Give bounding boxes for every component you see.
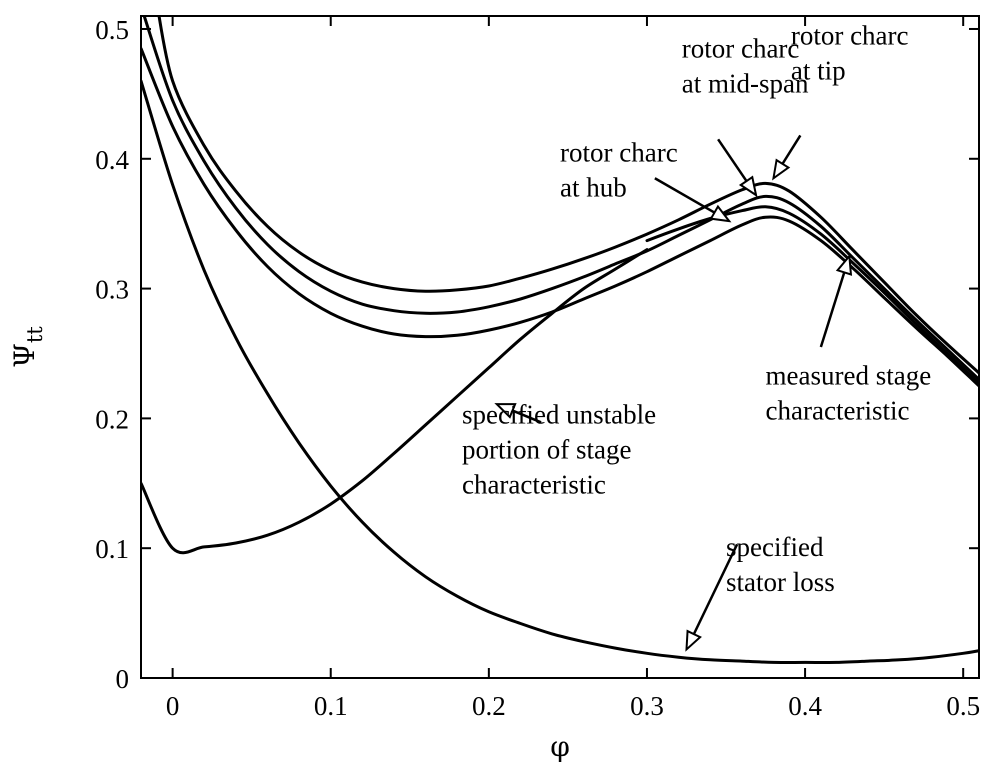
annotation-line: at hub [560, 172, 627, 202]
annotation-line: rotor charc [560, 137, 678, 167]
y-tick-label: 0.5 [95, 15, 129, 45]
annotation-rotor-charc-tip: rotor charc at tip [791, 21, 909, 86]
annotation-specified-stator-loss: specified stator loss [726, 532, 835, 597]
y-axis-title: Ψtt [8, 326, 47, 368]
series-line-specified-unstable-portion [141, 248, 649, 555]
x-tick-label: 0.1 [314, 691, 348, 721]
annotation-arrow-specified-stator-loss [692, 543, 739, 635]
y-tick-label: 0 [116, 664, 130, 694]
annotation-line: characteristic [766, 396, 910, 426]
annotation-arrow-head-specified-unstable [494, 403, 517, 419]
annotation-arrow-head-rotor-charc-tip [772, 158, 791, 181]
annotation-arrow-head-specified-stator-loss [685, 629, 702, 652]
axis-ticks [141, 16, 979, 679]
annotation-line: at mid-span [682, 69, 809, 99]
annotation-line: rotor charc [682, 34, 800, 64]
annotation-arrow-specified-unstable [512, 409, 542, 424]
x-axis-title: φ [550, 730, 570, 763]
series-line-rotor-mid-span [142, 16, 979, 381]
y-axis-title-subscript: tt [23, 326, 47, 343]
y-tick-label: 0.2 [95, 404, 129, 434]
series-line-specified-stator-loss [141, 79, 979, 664]
annotation-measured-stage: measured stage characteristic [766, 361, 932, 426]
x-tick-label: 0.2 [472, 691, 506, 721]
series-line-rotor-tip [157, 16, 979, 375]
annotation-arrow-rotor-charc-hub [654, 177, 716, 214]
y-tick-label: 0.4 [95, 145, 129, 175]
series-line-measured-stage-characteristic [645, 205, 979, 385]
annotation-line: rotor charc [791, 21, 909, 51]
annotation-rotor-charc-mid-span: rotor charc at mid-span [682, 34, 809, 99]
annotation-line: stator loss [726, 567, 835, 597]
annotation-arrow-head-measured-stage [835, 253, 853, 276]
annotation-line: specified unstable [462, 400, 656, 430]
annotation-line: specified [726, 532, 824, 562]
y-tick-label: 0.1 [95, 534, 129, 564]
y-axis-title-symbol: Ψ [8, 343, 41, 368]
annotation-arrow-measured-stage [819, 271, 846, 348]
data-series [141, 16, 979, 664]
annotation-arrows [494, 134, 853, 652]
annotation-line: characteristic [462, 470, 606, 500]
x-tick-label: 0.5 [946, 691, 980, 721]
x-tick-label: 0 [166, 691, 180, 721]
annotation-arrow-head-rotor-charc-mid-span [738, 175, 758, 198]
plot-frame [140, 15, 980, 679]
x-tick-label: 0.4 [788, 691, 822, 721]
annotation-arrow-head-rotor-charc-hub [709, 204, 732, 223]
annotation-line: measured stage [766, 361, 932, 391]
axis-tick-labels: 0 0.1 0.2 0.3 0.4 0.5 0 0.1 0.2 0.3 0.4 0.5 [95, 15, 980, 721]
annotation-rotor-charc-hub: rotor charc at hub [560, 137, 678, 202]
annotation-specified-unstable: specified unstable portion of stage charac… [462, 400, 656, 500]
annotation-line: portion of stage [462, 435, 631, 465]
annotation-line: at tip [791, 56, 846, 86]
x-tick-label: 0.3 [630, 691, 664, 721]
annotation-arrow-rotor-charc-tip [781, 134, 802, 165]
y-tick-label: 0.3 [95, 275, 129, 305]
annotation-arrow-rotor-charc-mid-span [717, 138, 748, 182]
series-line-rotor-hub [141, 47, 979, 388]
